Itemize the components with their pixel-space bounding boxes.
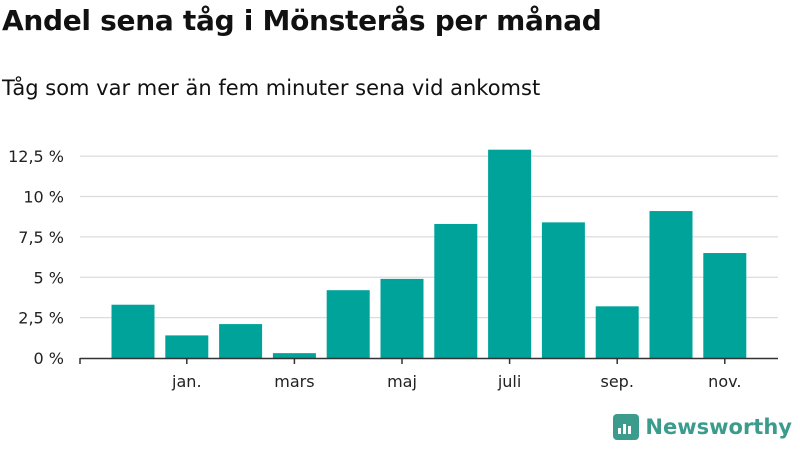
x-axis <box>79 357 778 364</box>
newsworthy-logo: Newsworthy <box>613 412 792 442</box>
bar-3 <box>219 324 263 358</box>
y-tick-label: 2,5 % <box>18 309 64 328</box>
axis-labels: 0 % 2,5 % 5 % 7,5 % 10 % 12,5 % jan. mars maj jul… <box>8 147 741 391</box>
x-tick-label: jan. <box>171 372 201 391</box>
bar-5 <box>326 290 370 358</box>
bar-7 <box>434 223 478 358</box>
bar-chart-icon <box>613 414 640 440</box>
y-tick-label: 7,5 % <box>18 228 64 247</box>
y-tick-label: 10 % <box>23 188 64 207</box>
bar-1 <box>111 304 155 358</box>
x-tick-label: juli <box>497 372 521 391</box>
y-tick-label: 5 % <box>34 268 64 287</box>
y-tick-label: 12,5 % <box>8 147 64 166</box>
bar-6 <box>380 278 424 358</box>
chart-title: Andel sena tåg i Mönsterås per månad <box>2 4 602 37</box>
bar-11 <box>649 211 693 358</box>
x-tick-label: mars <box>274 372 314 391</box>
bar-9 <box>541 222 585 358</box>
bar-2 <box>165 335 209 358</box>
x-tick-label: sep. <box>600 372 633 391</box>
bar-12 <box>703 253 747 358</box>
brand-name: Newsworthy <box>645 415 792 439</box>
bar-10 <box>595 306 639 358</box>
chart-subtitle: Tåg som var mer än fem minuter sena vid … <box>2 76 541 100</box>
bar-4 <box>272 353 316 358</box>
bars <box>111 149 747 358</box>
x-tick-label: nov. <box>708 372 741 391</box>
bar-8 <box>488 149 532 358</box>
y-tick-label: 0 % <box>34 349 64 368</box>
x-tick-label: maj <box>387 372 417 391</box>
